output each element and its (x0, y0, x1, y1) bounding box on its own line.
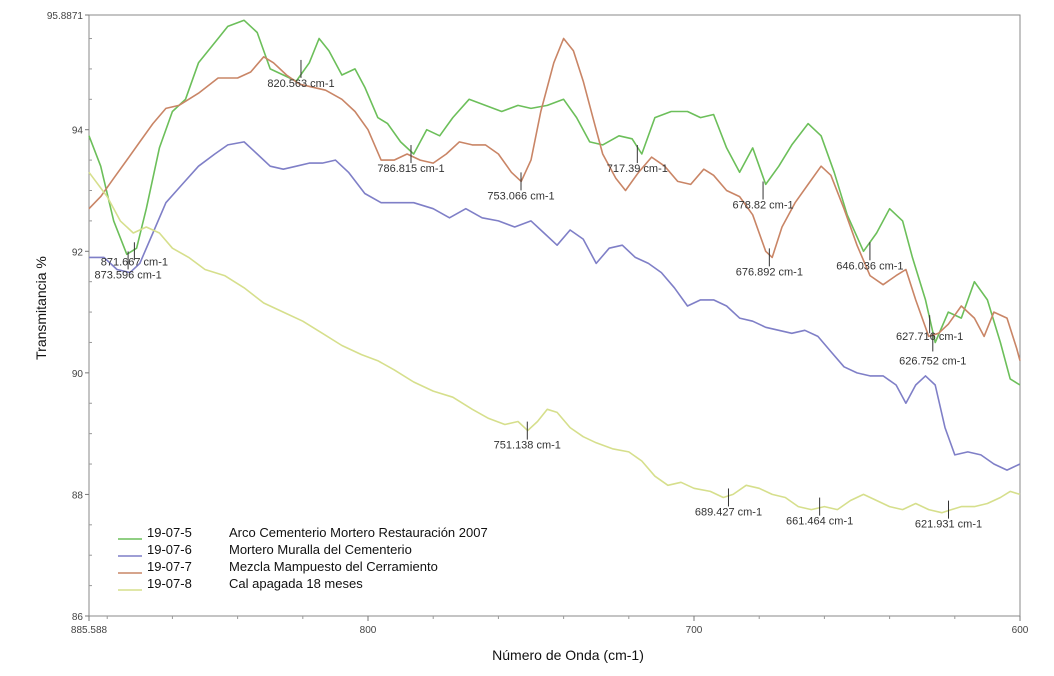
series-group (88, 19, 1021, 514)
peak-label: 873.596 cm-1 (94, 269, 161, 281)
axes: 885.588 800 700 600 86 88 90 92 94 95.8871 (47, 11, 1029, 636)
y-tick-label: 90 (72, 369, 84, 380)
peak-label: 646.036 cm-1 (836, 260, 903, 272)
x-axis-title: Número de Onda (cm-1) (492, 647, 644, 663)
peak-label: 751.138 cm-1 (494, 440, 561, 452)
peak-label: 871.667 cm-1 (101, 256, 168, 268)
y-axis-title: Transmitancia % (33, 256, 49, 360)
peak-annotations: 820.563 cm-1 786.815 cm-1 753.066 cm-1 717.… (94, 59, 982, 531)
legend-code: 19-07-6 (147, 542, 192, 557)
y-tick-label: 95.8871 (47, 11, 84, 22)
legend-code: 19-07-7 (147, 559, 192, 574)
peak-label: 689.427 cm-1 (695, 506, 762, 518)
peak-label: 717.39 cm-1 (607, 163, 668, 175)
peak-label: 786.815 cm-1 (377, 163, 444, 175)
x-tick-label: 885.588 (71, 625, 108, 636)
peak-label: 676.892 cm-1 (736, 266, 803, 278)
series-line-19-07-6 (89, 141, 1021, 471)
x-tick-label: 700 (686, 625, 703, 636)
series-line-19-07-8 (88, 171, 1021, 514)
legend-name: Mortero Muralla del Cementerio (229, 542, 412, 557)
series-line-19-07-7 (88, 37, 1021, 361)
legend-code: 19-07-5 (147, 525, 192, 540)
plot-area (88, 14, 1021, 617)
peak-label: 627.716 cm-1 (896, 331, 963, 343)
y-tick-label: 92 (72, 247, 84, 258)
x-tick-label: 600 (1012, 625, 1029, 636)
legend: 19-07-5 Arco Cementerio Mortero Restaurac… (118, 525, 488, 591)
peak-label: 753.066 cm-1 (487, 190, 554, 202)
y-tick-label: 88 (72, 490, 84, 501)
peak-label: 678.82 cm-1 (732, 199, 793, 211)
legend-code: 19-07-8 (147, 576, 192, 591)
peak-label: 621.931 cm-1 (915, 519, 982, 531)
y-tick-label: 94 (72, 126, 84, 137)
legend-name: Arco Cementerio Mortero Restauración 200… (229, 525, 488, 540)
legend-name: Mezcla Mampuesto del Cerramiento (229, 559, 438, 574)
peak-label: 820.563 cm-1 (267, 78, 334, 90)
peak-label: 626.752 cm-1 (899, 355, 966, 367)
legend-name: Cal apagada 18 meses (229, 576, 363, 591)
y-tick-label: 86 (72, 612, 84, 623)
series-line-19-07-5 (88, 19, 1021, 386)
peak-label: 661.464 cm-1 (786, 516, 853, 528)
x-tick-label: 800 (360, 625, 377, 636)
